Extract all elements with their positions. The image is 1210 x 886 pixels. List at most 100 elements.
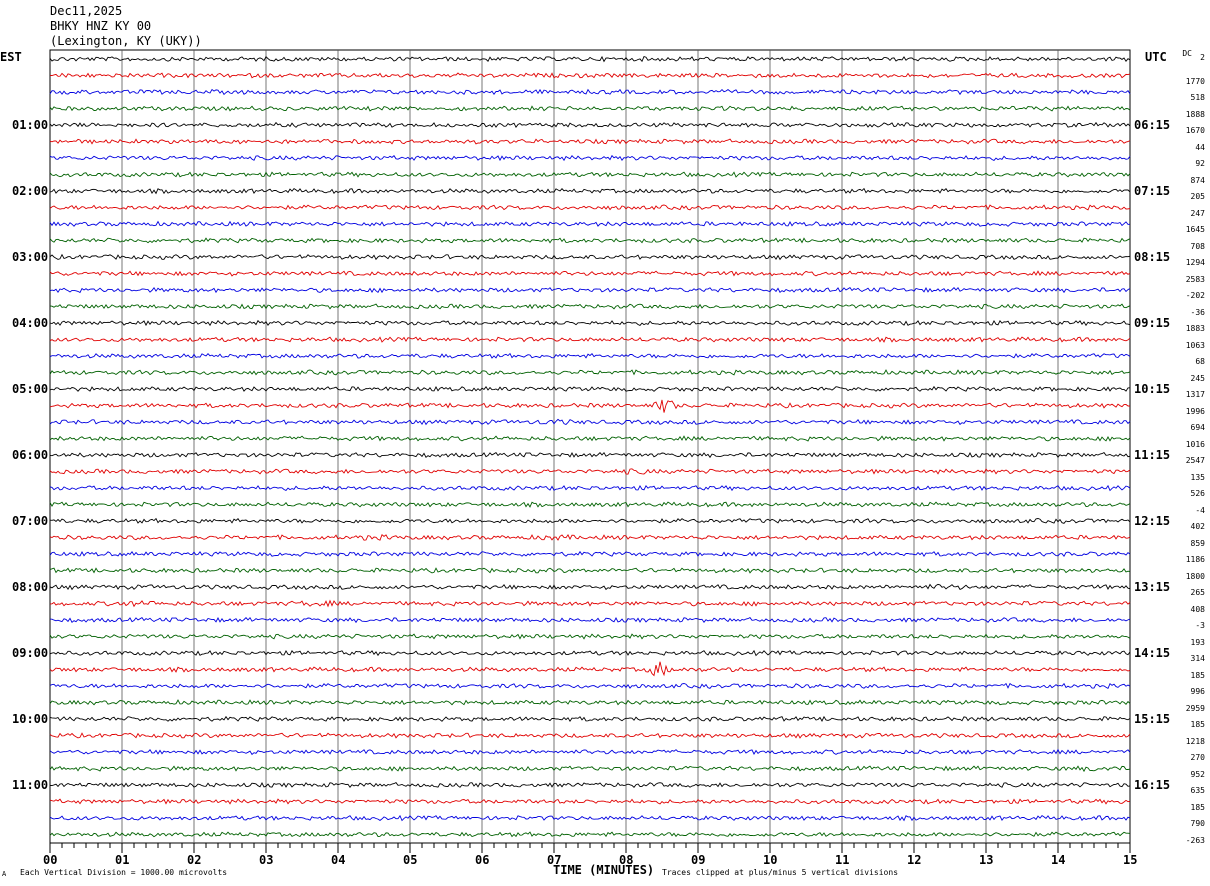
dc-offset-label: 996 [1190,687,1205,696]
dc-offset-label: 270 [1190,753,1205,762]
dc-offset-label: -263 [1185,835,1205,845]
seismic-trace [49,661,1131,677]
seismic-trace [49,782,1131,788]
x-tick-label: 10 [763,853,778,867]
seismic-trace [49,682,1131,690]
dc-offset-label: 635 [1190,786,1205,795]
seismic-trace [49,303,1131,310]
utc-hour-label: 08:15 [1134,250,1171,264]
chart-station: BHKY HNZ KY 00 [50,19,152,33]
dc-offset-label: 952 [1190,769,1205,779]
x-tick-label: 04 [331,853,346,867]
dc-offset-label: 1770 [1185,76,1205,86]
dc-offset-label: 1317 [1185,390,1205,399]
seismic-trace [49,732,1131,739]
utc-hour-label: 15:15 [1134,712,1171,726]
seismic-trace [49,336,1131,343]
plot-frame [49,49,1131,844]
dc-offset-label: 193 [1190,637,1205,647]
seismic-trace [49,352,1131,359]
dc-offset-label: 526 [1190,489,1205,498]
seismic-trace [49,533,1131,541]
utc-hour-label: 14:15 [1134,646,1171,660]
seismic-trace [49,715,1131,723]
dc-offset-label: 408 [1190,604,1205,614]
seismic-trace [49,138,1131,145]
dc-offset-label: 2 [1200,53,1205,62]
dc-offset-label: 1996 [1185,406,1205,416]
dc-offset-label: 1063 [1185,340,1205,350]
seismic-trace [49,121,1131,129]
seismic-trace [49,748,1131,756]
seismic-trace [49,55,1131,63]
seismic-trace [49,649,1131,657]
seismic-trace [49,831,1131,838]
est-hour-label: 04:00 [12,316,49,330]
dc-offset-label: 135 [1190,472,1205,482]
x-tick-label: 07 [547,853,562,867]
seismic-trace [49,319,1131,327]
utc-hour-label: 06:15 [1134,118,1171,132]
x-tick-label: 13 [979,853,994,867]
seismic-trace [49,187,1131,195]
seismic-trace [49,270,1131,277]
dc-offset-label: 1016 [1185,439,1205,449]
dc-offset-label: 205 [1190,192,1205,201]
seismic-trace [49,286,1131,294]
dc-offset-label: 708 [1190,241,1205,251]
left-timezone-label: EST [0,50,22,64]
seismic-trace [49,484,1131,492]
seismic-trace [49,418,1131,426]
est-hour-label: 01:00 [12,118,49,132]
dc-offset-label: -3 [1195,621,1205,630]
est-hour-label: 02:00 [12,184,49,198]
seismic-trace [49,814,1131,822]
scale-note: Each Vertical Division = 1000.00 microvo… [20,868,228,877]
dc-offset-label: 859 [1190,538,1205,548]
dc-offset-label: 874 [1190,175,1205,185]
seismic-trace [49,435,1131,442]
dc-offset-label: -36 [1190,307,1205,317]
seismic-trace [49,105,1131,112]
seismic-trace [49,220,1131,227]
seismic-trace [49,237,1131,244]
seismic-trace [49,154,1131,162]
seismic-trace [49,517,1131,524]
x-tick-label: 03 [259,853,274,867]
chart-location: (Lexington, KY (UKY)) [50,34,202,48]
x-tick-label: 08 [619,853,634,867]
dc-offset-label: 1670 [1185,126,1205,135]
dc-offset-label: 92 [1195,159,1205,168]
est-hour-label: 11:00 [12,778,49,792]
seismic-trace [49,451,1131,459]
dc-offset-label: 1800 [1185,571,1205,581]
seismic-trace [49,633,1131,640]
est-hour-label: 10:00 [12,712,49,726]
dc-offset-label: 1883 [1185,324,1205,333]
seismic-trace [49,88,1131,96]
seismic-trace [49,171,1131,178]
right-timezone-label: UTC [1145,50,1167,64]
x-tick-label: 00 [43,853,58,867]
clip-note: Traces clipped at plus/minus 5 vertical … [662,868,899,877]
x-tick-label: 09 [691,853,706,867]
dc-offset-label: 245 [1190,373,1205,383]
utc-hour-label: 13:15 [1134,580,1171,594]
est-hour-label: 06:00 [12,448,49,462]
x-axis-title: TIME (MINUTES) [553,863,655,877]
est-hour-label: 09:00 [12,646,49,660]
dc-offset-label: 2959 [1185,703,1205,713]
dc-offset-label: 2547 [1185,456,1205,465]
corner-mark: A [2,870,7,878]
dc-offset-label: 185 [1190,802,1205,812]
seismic-trace [49,501,1131,508]
seismic-trace [49,616,1131,624]
utc-hour-label: 12:15 [1134,514,1171,528]
x-tick-label: 06 [475,853,490,867]
dc-offset-label: -4 [1195,505,1205,515]
seismic-trace [49,369,1131,376]
est-hour-label: 08:00 [12,580,49,594]
seismic-trace [49,567,1131,574]
dc-offset-label: 265 [1190,588,1205,597]
